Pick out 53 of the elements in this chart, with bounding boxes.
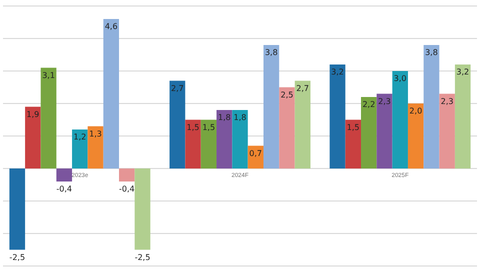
data-label: 1,5 [346, 122, 360, 132]
data-label: 2,3 [378, 96, 391, 106]
data-label: 4,6 [104, 22, 118, 31]
data-label: 1,3 [89, 129, 102, 138]
bar [72, 130, 88, 168]
bar [279, 87, 295, 168]
bar [345, 120, 361, 168]
data-label: -2,5 [134, 252, 150, 262]
bar [424, 45, 440, 168]
data-label: 1,2 [74, 132, 86, 142]
bar [360, 97, 377, 168]
data-label: -0,4 [56, 184, 72, 194]
bar [9, 168, 26, 250]
bar [454, 64, 471, 168]
data-label: 3,0 [394, 74, 406, 83]
bar [330, 64, 346, 168]
data-label: 0,7 [249, 148, 262, 158]
bar [294, 80, 310, 168]
bar [439, 94, 455, 168]
data-label: 2,7 [296, 84, 309, 93]
data-label: 1,5 [202, 122, 216, 132]
bar [392, 71, 408, 168]
bar [103, 19, 120, 168]
bar [88, 126, 104, 168]
bar [56, 168, 72, 182]
data-label: 3,1 [42, 70, 55, 80]
bar [408, 104, 424, 168]
bar [25, 106, 41, 168]
data-label: -0,4 [119, 184, 135, 194]
data-label: 2,7 [171, 84, 184, 93]
data-label: 2,0 [409, 106, 422, 116]
data-label: 1,8 [234, 113, 246, 122]
data-label: 1,9 [26, 110, 40, 119]
data-label: 2,5 [280, 90, 294, 100]
data-label: 3,8 [425, 48, 438, 57]
data-label: 1,5 [186, 122, 200, 132]
bar [263, 45, 280, 168]
data-label: 2,3 [440, 96, 454, 106]
data-label: -2,5 [9, 252, 26, 262]
bar [170, 80, 186, 168]
data-label: 2,2 [362, 100, 376, 109]
bar [376, 94, 392, 168]
bar [232, 110, 248, 168]
bar [40, 68, 56, 168]
bar [134, 168, 150, 250]
bar [119, 168, 135, 182]
bar [185, 120, 201, 168]
bar [200, 120, 217, 168]
data-label: 3,2 [456, 68, 470, 76]
data-label: 1,8 [218, 113, 231, 122]
data-label: 3,8 [264, 48, 278, 57]
data-label: 3,2 [331, 68, 344, 76]
bar [216, 110, 232, 168]
